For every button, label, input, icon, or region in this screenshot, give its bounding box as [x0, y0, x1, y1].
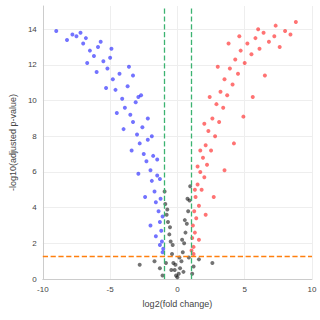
svg-text:-5: -5 — [107, 285, 115, 294]
svg-text:0: 0 — [32, 275, 37, 284]
svg-text:8: 8 — [32, 132, 37, 141]
svg-text:log2(fold change): log2(fold change) — [143, 299, 213, 309]
svg-text:10: 10 — [308, 285, 317, 294]
svg-text:0: 0 — [175, 285, 180, 294]
svg-text:-log10(adjusted p-value): -log10(adjusted p-value) — [8, 94, 18, 191]
svg-text:5: 5 — [242, 285, 247, 294]
svg-text:4: 4 — [32, 203, 37, 212]
svg-text:12: 12 — [28, 60, 37, 69]
svg-text:-10: -10 — [37, 285, 49, 294]
svg-text:10: 10 — [28, 96, 37, 105]
svg-text:14: 14 — [28, 25, 37, 34]
svg-text:2: 2 — [32, 239, 37, 248]
svg-text:6: 6 — [32, 167, 37, 176]
